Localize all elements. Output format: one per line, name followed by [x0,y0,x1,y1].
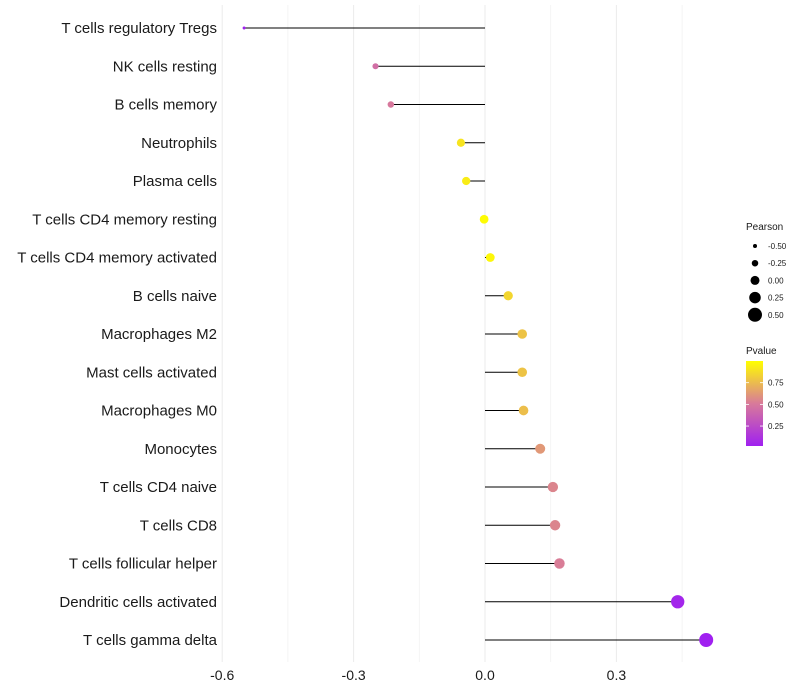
lollipop-point [517,367,528,378]
pearson-legend-key [753,244,757,248]
category-label: T cells follicular helper [69,556,217,573]
category-label: T cells CD4 memory resting [32,211,217,228]
pvalue-legend-label: 0.25 [768,422,784,431]
category-label: Macrophages M2 [101,326,217,343]
lollipop-point [372,63,379,70]
pvalue-color-legend: Pvalue 0.75 0.50 0.25 [746,346,784,446]
lollipop-point [549,520,561,531]
lollipop-point [242,26,246,30]
lollipop-point [535,443,546,454]
pearson-legend-key [748,307,762,322]
category-label: T cells gamma delta [83,632,218,649]
category-label: B cells memory [114,97,217,114]
category-label: Monocytes [144,441,217,458]
pvalue-legend-label: 0.50 [768,400,784,409]
lollipop-point [485,253,495,262]
pvalue-colorbar [746,361,763,446]
lollipop-point [547,481,559,493]
category-label: Macrophages M0 [101,403,217,420]
category-label: Dendritic cells activated [59,594,217,611]
lollipop-point [699,633,714,647]
category-axis-labels: T cells regulatory Tregs NK cells resting… [17,20,217,649]
pearson-legend-key [750,275,760,285]
pvalue-legend-label: 0.75 [768,379,784,388]
lollipop-point [518,405,529,416]
pearson-legend-label: 0.00 [768,276,784,285]
pearson-legend-key [749,291,761,304]
category-label: T cells CD4 naive [100,479,217,496]
category-label: Neutrophils [141,135,217,152]
lollipop-point [479,214,489,224]
x-tick-label: -0.6 [210,667,234,683]
lollipop-point [462,176,471,186]
pearson-legend-key [751,259,759,267]
grid-lines [221,5,683,662]
pvalue-legend-title: Pvalue [746,346,777,357]
lollipop-sticks [244,27,707,641]
pearson-legend-label: -0.25 [768,259,787,268]
category-label: T cells CD4 memory activated [17,250,217,267]
pearson-legend-label: 0.25 [768,294,784,303]
category-label: Mast cells activated [86,364,217,381]
lollipop-point [517,329,528,339]
category-label: Plasma cells [133,173,217,190]
x-tick-label: 0.3 [607,667,627,683]
pearson-legend-title: Pearson [746,222,783,233]
category-label: T cells CD8 [140,517,217,534]
x-tick-label: -0.3 [342,667,366,683]
category-label: B cells naive [133,288,217,305]
lollipop-points [242,26,714,647]
x-tick-label: 0.0 [475,667,495,683]
x-axis-tick-labels: -0.6 -0.3 0.0 0.3 [210,667,626,683]
pearson-legend-label: -0.50 [768,242,787,251]
category-label: NK cells resting [113,58,217,75]
lollipop-point [503,291,513,301]
lollipop-point [387,101,395,108]
pearson-size-legend: Pearson -0.50 -0.25 0.00 0.25 0.50 [746,222,787,322]
lollipop-point [671,595,685,609]
lollipop-point [456,138,465,147]
category-label: T cells regulatory Tregs [61,20,217,37]
pearson-legend-label: 0.50 [768,311,784,320]
lollipop-point [554,558,565,569]
